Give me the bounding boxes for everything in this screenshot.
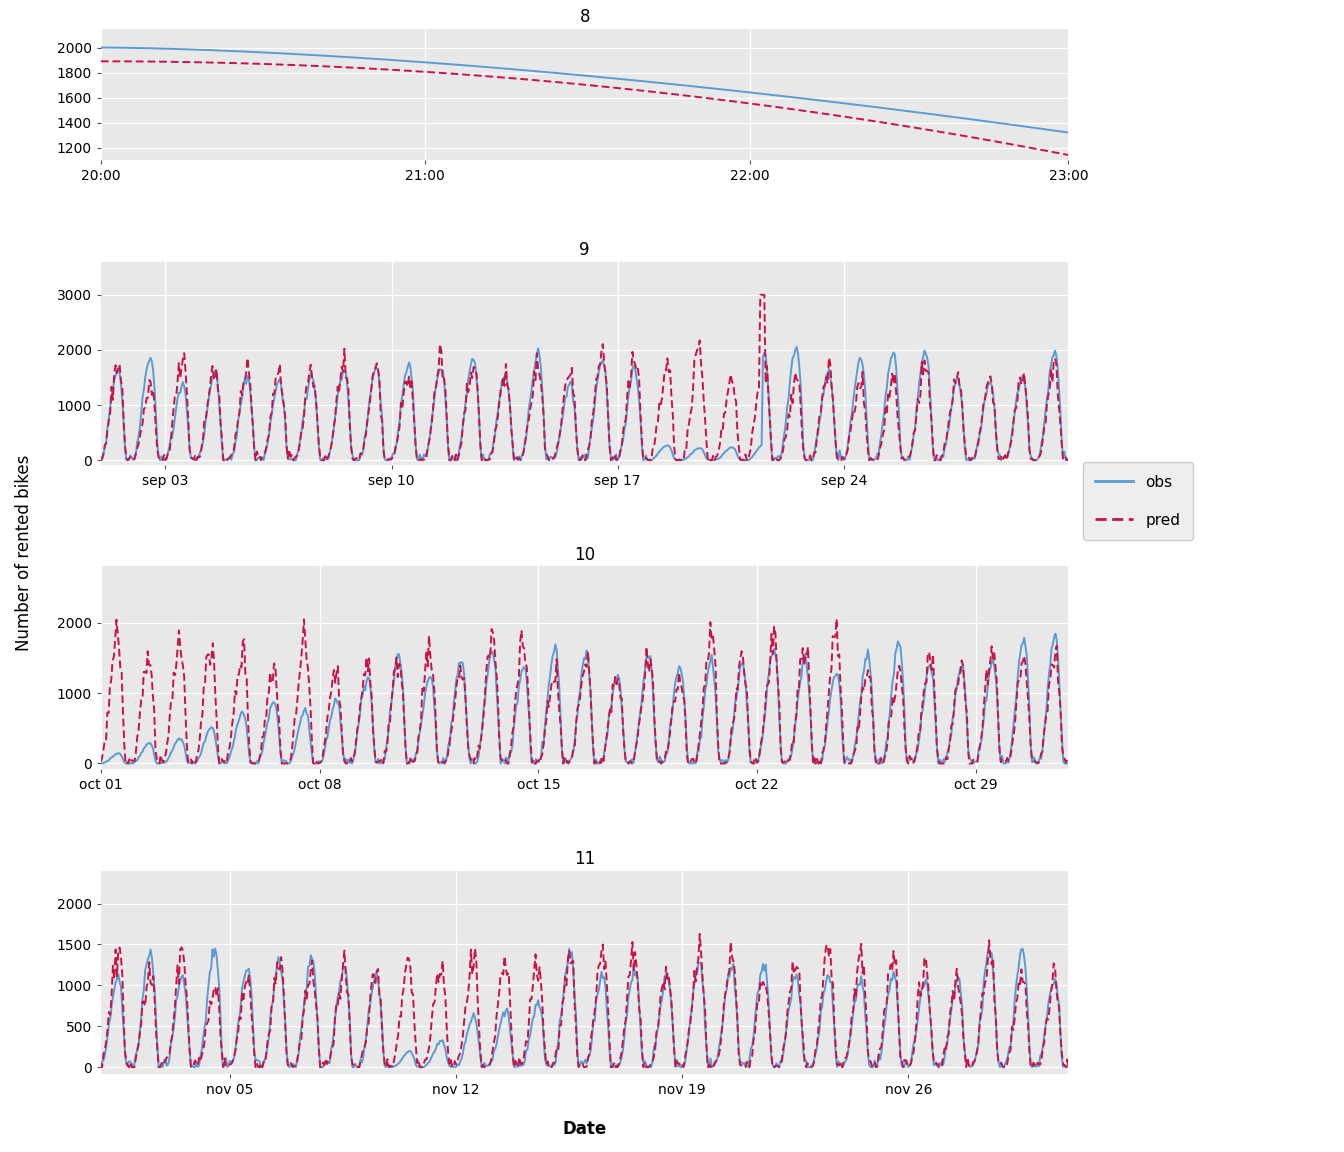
Legend: obs, pred: obs, pred [1083, 462, 1192, 540]
Text: 10: 10 [574, 546, 595, 563]
Text: 11: 11 [574, 850, 595, 869]
Text: 8: 8 [579, 8, 590, 26]
Text: 9: 9 [579, 242, 590, 259]
Text: Number of rented bikes: Number of rented bikes [15, 455, 34, 651]
Text: Date: Date [563, 1120, 606, 1138]
